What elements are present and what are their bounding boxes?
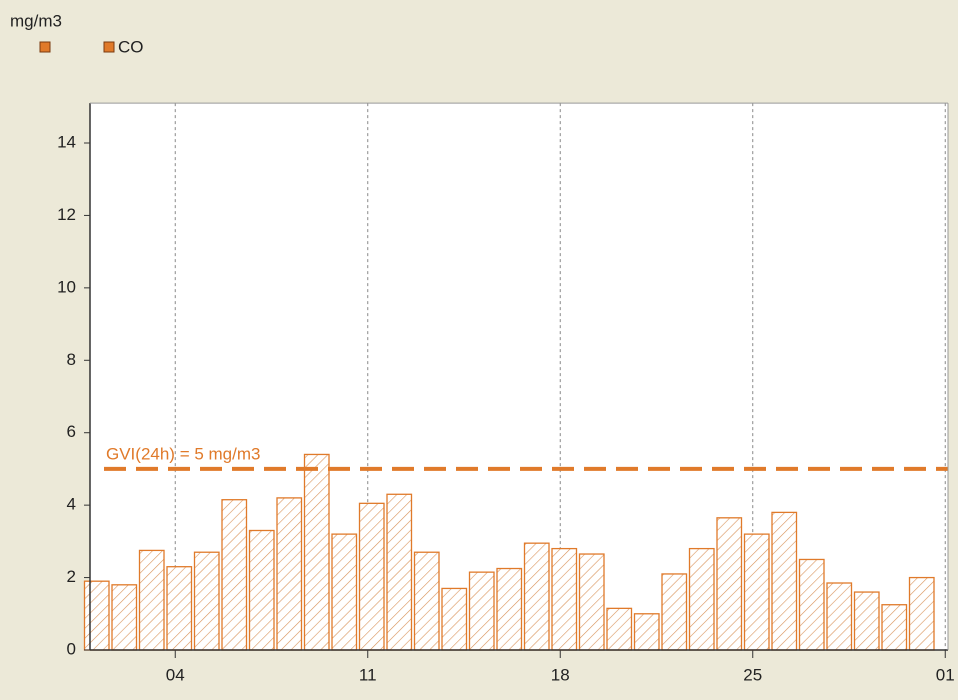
bar — [743, 533, 770, 651]
bar — [496, 567, 523, 651]
bar — [386, 493, 413, 651]
x-tick-label: 01 — [936, 665, 955, 684]
bar — [331, 533, 358, 651]
bar — [771, 511, 798, 651]
y-tick-label: 4 — [67, 495, 76, 514]
y-tick-label: 14 — [57, 132, 76, 151]
bar — [221, 499, 248, 651]
bar — [441, 587, 468, 651]
y-unit: mg/m3 — [10, 11, 62, 30]
bar — [468, 571, 495, 651]
x-tick-label: 18 — [551, 665, 570, 684]
y-tick-label: 8 — [67, 350, 76, 369]
bar — [166, 566, 193, 651]
bar — [688, 547, 715, 651]
bar — [413, 551, 440, 651]
bar — [908, 576, 935, 651]
bar — [826, 582, 853, 651]
y-tick-label: 10 — [57, 277, 76, 296]
legend-swatch — [103, 41, 115, 53]
bar — [303, 453, 330, 651]
bar — [276, 497, 303, 651]
bar — [138, 549, 165, 651]
bar — [358, 502, 385, 651]
bar — [881, 604, 908, 651]
bar — [578, 553, 605, 651]
bar — [798, 558, 825, 651]
y-tick-label: 6 — [67, 422, 76, 441]
bar — [193, 551, 220, 651]
bar — [248, 529, 275, 651]
bar — [661, 573, 688, 651]
y-tick-label: 2 — [67, 567, 76, 586]
bar — [523, 542, 550, 651]
y-tick-label: 0 — [67, 639, 76, 658]
bar — [853, 591, 880, 651]
bar — [716, 517, 743, 651]
x-tick-label: 04 — [166, 665, 185, 684]
bar — [633, 613, 660, 651]
bar — [83, 580, 110, 651]
legend-label: CO — [118, 37, 144, 56]
legend-swatch — [39, 41, 51, 53]
x-tick-label: 11 — [359, 665, 377, 684]
bar — [551, 547, 578, 651]
bar — [111, 584, 138, 651]
bar — [606, 607, 633, 651]
y-tick-label: 12 — [57, 205, 76, 224]
x-tick-label: 25 — [743, 665, 762, 684]
threshold-label: GVI(24h) = 5 mg/m3 — [106, 444, 260, 463]
